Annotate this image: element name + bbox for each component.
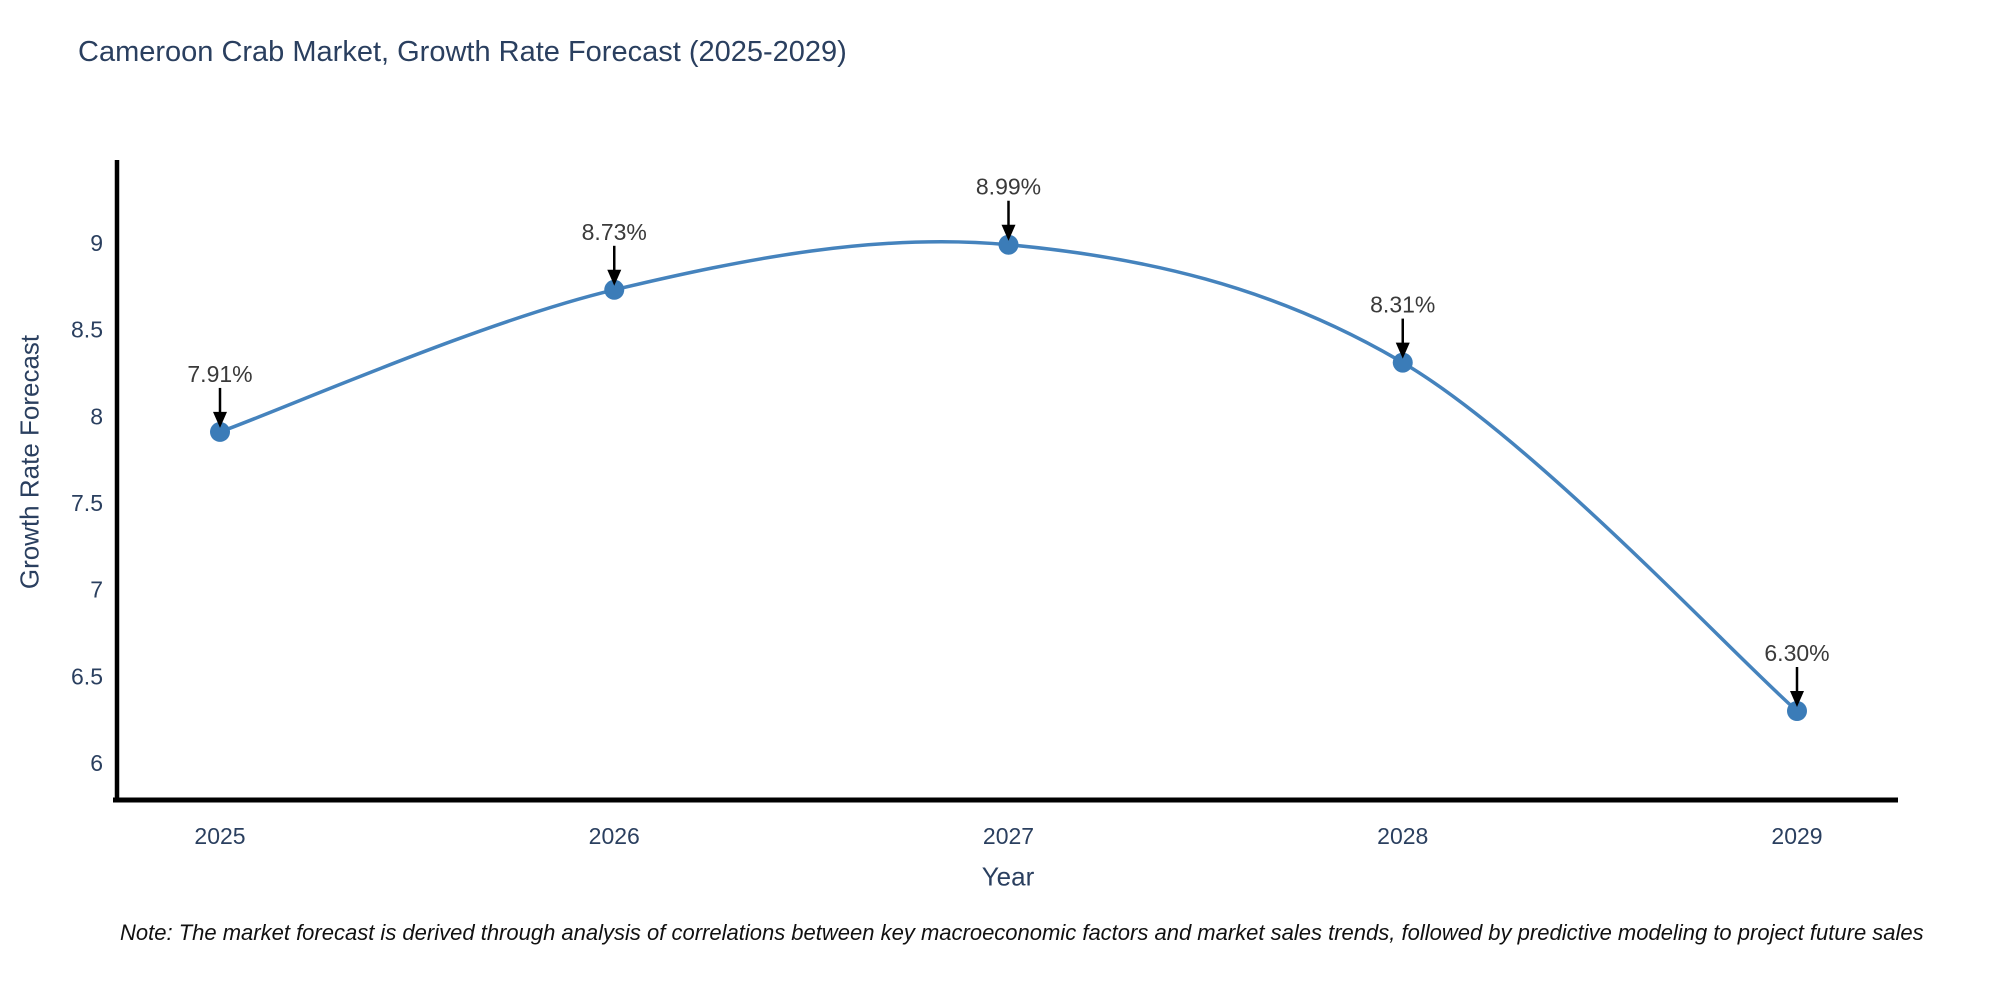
x-tick-label: 2027 xyxy=(983,823,1034,849)
annotation-arrow-head xyxy=(1001,224,1016,241)
y-tick-label: 6 xyxy=(90,750,103,776)
point-value-label: 7.91% xyxy=(187,361,252,387)
point-value-label: 8.99% xyxy=(976,174,1041,200)
footnote: Note: The market forecast is derived thr… xyxy=(120,920,1924,945)
point-value-label: 6.30% xyxy=(1764,640,1829,666)
data-point-marker xyxy=(998,234,1019,255)
y-tick-label: 8 xyxy=(90,403,103,429)
y-tick-label: 9 xyxy=(90,230,103,256)
point-value-label: 8.31% xyxy=(1370,292,1435,318)
data-point-marker xyxy=(1392,352,1413,373)
x-tick-label: 2029 xyxy=(1771,823,1822,849)
x-tick-label: 2028 xyxy=(1377,823,1428,849)
y-tick-label: 7.5 xyxy=(71,490,103,516)
point-value-label: 8.73% xyxy=(582,219,647,245)
forecast-line xyxy=(219,239,1799,713)
x-tick-label: 2026 xyxy=(589,823,640,849)
y-tick-label: 6.5 xyxy=(71,663,103,689)
data-point-marker xyxy=(604,279,625,300)
annotation-arrow-head xyxy=(607,269,622,286)
y-tick-label: 7 xyxy=(90,577,103,603)
annotation-arrow-head xyxy=(1395,342,1410,359)
annotation-arrow-head xyxy=(1790,690,1804,707)
data-point-marker xyxy=(1787,700,1807,721)
data-point-marker xyxy=(210,421,230,442)
y-tick-label: 8.5 xyxy=(71,317,103,343)
chart-title: Cameroon Crab Market, Growth Rate Foreca… xyxy=(78,36,847,68)
annotation-arrow-head xyxy=(213,411,227,428)
x-axis-title: Year xyxy=(981,861,1035,892)
x-tick-label: 2025 xyxy=(194,823,245,849)
